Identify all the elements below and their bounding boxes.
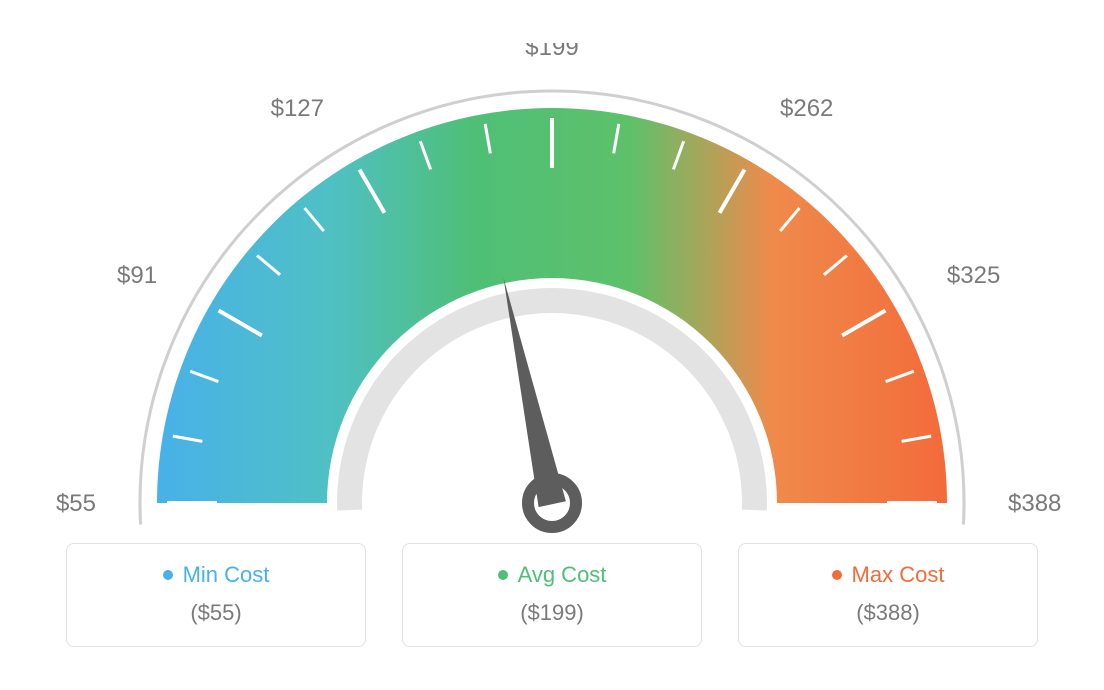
tick-label: $388 xyxy=(1008,490,1061,517)
legend-card-avg: Avg Cost ($199) xyxy=(402,543,702,647)
legend-label: Min Cost xyxy=(183,562,270,588)
legend-label: Max Cost xyxy=(852,562,945,588)
legend-label: Avg Cost xyxy=(518,562,607,588)
legend-title-max: Max Cost xyxy=(832,562,945,588)
gauge-chart: $55 $91 $127 $199 $262 $325 $388 xyxy=(42,43,1062,543)
legend-title-min: Min Cost xyxy=(163,562,270,588)
dot-icon xyxy=(832,570,842,580)
legend-value: ($388) xyxy=(749,600,1027,626)
dot-icon xyxy=(498,570,508,580)
tick-label: $325 xyxy=(947,262,1000,289)
tick-label: $55 xyxy=(56,490,96,517)
legend-title-avg: Avg Cost xyxy=(498,562,607,588)
tick-label: $262 xyxy=(780,95,833,122)
legend-value: ($55) xyxy=(77,600,355,626)
tick-label: $91 xyxy=(117,262,157,289)
dot-icon xyxy=(163,570,173,580)
legend-value: ($199) xyxy=(413,600,691,626)
tick-label: $127 xyxy=(271,95,324,122)
legend-card-min: Min Cost ($55) xyxy=(66,543,366,647)
legend-card-max: Max Cost ($388) xyxy=(738,543,1038,647)
tick-label: $199 xyxy=(525,43,578,61)
legend: Min Cost ($55) Avg Cost ($199) Max Cost … xyxy=(66,543,1038,647)
gauge-svg: $55 $91 $127 $199 $262 $325 $388 xyxy=(42,43,1062,543)
